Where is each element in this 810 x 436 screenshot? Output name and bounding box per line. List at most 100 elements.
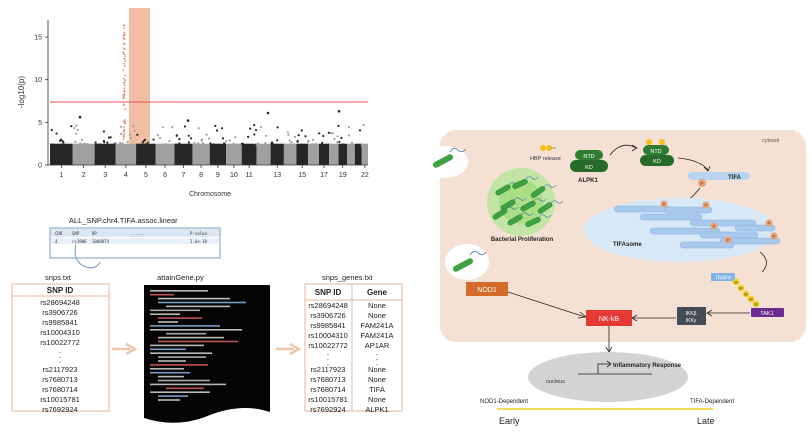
bacterium	[507, 214, 523, 226]
flagellum	[543, 184, 557, 188]
bacterial-proliferation: Bacterial Proliferation	[487, 168, 564, 243]
tifasome: P P P P P P TIFAsome	[584, 198, 781, 262]
alpk1-active-kd-label: KD	[653, 159, 661, 165]
x-tick-label: 3	[103, 172, 107, 179]
phospho-label: P	[768, 221, 771, 226]
snp-point	[209, 142, 212, 145]
arrow-to-tifa	[677, 157, 709, 171]
chromosome-block-22	[361, 143, 368, 165]
snp-point-significant	[123, 24, 126, 27]
snp-point	[120, 132, 123, 136]
x-tick-labels: 1 2 3 4 5 6 7 8 9 10 11 13 15 17 19 22	[59, 165, 369, 179]
snp-point	[73, 127, 76, 130]
plink-header-bar	[51, 229, 219, 237]
snp-point	[144, 143, 147, 146]
tifa-filament	[639, 213, 703, 221]
snp-point-significant	[123, 31, 125, 34]
chromosome-block-18	[329, 143, 339, 165]
snp-point-significant	[122, 53, 125, 56]
snp-point	[358, 129, 362, 132]
snps-table-box	[11, 283, 110, 412]
chromosome-block-2	[72, 143, 95, 165]
snp-row: rs7680713	[42, 375, 77, 384]
nfkb: NK-kB	[586, 310, 632, 326]
snp-point-significant	[122, 47, 125, 49]
snp-point	[336, 135, 339, 138]
snp-row: rs10022772	[40, 338, 80, 347]
ubiquitin-label: Ub	[739, 286, 744, 290]
code-line	[150, 348, 186, 351]
traf6: TRAF6	[711, 273, 735, 282]
plink-row-pvalue: 2.6e-10	[190, 239, 207, 244]
snp-point	[212, 143, 215, 146]
snp-point	[331, 132, 334, 135]
snp-point	[217, 144, 220, 147]
code-line	[158, 336, 224, 339]
bacterium-bubble-mid	[445, 244, 489, 280]
snps-rows: rs28694248rs3906726rs9985841rs10004310rs…	[40, 298, 80, 414]
ubiquitin	[737, 284, 745, 292]
bacterial-proliferation-label: Bacterial Proliferation	[491, 237, 554, 243]
snp-point	[121, 142, 124, 145]
snp-point	[307, 139, 310, 143]
snp-row: rs3906726	[42, 308, 77, 317]
snp-point-significant	[124, 74, 127, 77]
nucleus-label: nucleus	[546, 379, 565, 385]
chromosome-block-10	[226, 143, 242, 165]
snp-point-significant	[122, 138, 125, 141]
x-axis-label: Chromosome	[189, 191, 231, 198]
snp-point-significant	[123, 129, 126, 132]
gene-row-snp: rs9985841	[310, 321, 345, 330]
chromosome-block-11	[241, 143, 257, 165]
genes-table-box	[304, 283, 403, 412]
tifasome-rods: P P P P P P	[613, 200, 781, 249]
tifasome-label: TIFAsome	[613, 242, 642, 248]
plink-header-dots: ......	[130, 231, 144, 236]
phospho-label: P	[663, 202, 666, 207]
snp-point	[174, 143, 178, 146]
snp-point	[253, 124, 256, 127]
ubiquitin-label: Ub	[744, 292, 749, 296]
tifa: TIFA P	[688, 172, 750, 187]
snp-point	[161, 143, 164, 146]
snp-point	[64, 143, 67, 147]
snp-point	[276, 139, 279, 142]
snp-point	[340, 136, 343, 140]
phospho-label: P	[713, 224, 716, 229]
snp-point	[192, 144, 195, 147]
x-tick-label: 5	[144, 172, 148, 179]
flagellum	[520, 212, 534, 216]
snp-point	[141, 144, 144, 147]
chromosome-block-14	[283, 143, 297, 165]
snp-point	[74, 140, 77, 143]
script-panel: attainGene.py	[144, 273, 270, 423]
arrowhead-alpk1-activation	[631, 144, 638, 152]
snp-point-significant	[123, 120, 126, 123]
code-line	[150, 290, 208, 292]
gene-row-snp: rs7680714	[310, 385, 345, 394]
snp-point	[247, 135, 250, 138]
traf6-label: TRAF6	[715, 276, 731, 282]
x-tick-label: 11	[245, 172, 252, 179]
gene-row-snp: rs10022772	[308, 341, 348, 350]
gene-row-gene: None	[368, 311, 386, 320]
snp-point-significant	[123, 38, 126, 41]
snp-point	[79, 142, 82, 145]
nfkb-label: NK-kB	[599, 316, 620, 323]
snp-point	[311, 138, 314, 141]
nod1-dependent-label: NOD1-Dependent	[480, 399, 528, 405]
alpk1-inactive: NTD KD ALPK1	[570, 150, 608, 184]
snp-point-significant	[122, 134, 125, 137]
snp-point	[126, 140, 129, 144]
snp-point	[157, 134, 160, 137]
chromosome-block-13	[270, 143, 284, 165]
phospho-site	[770, 232, 778, 240]
bacterium	[537, 202, 553, 214]
snp-point	[300, 143, 303, 146]
y-tick-labels: 0 5 10 15	[34, 35, 48, 170]
tifa-phospho-label: P	[700, 181, 703, 186]
bacterium	[520, 200, 536, 212]
snp-point-significant	[123, 136, 125, 138]
ubiquitin-label: Ub	[734, 280, 739, 284]
code-line	[150, 352, 212, 354]
